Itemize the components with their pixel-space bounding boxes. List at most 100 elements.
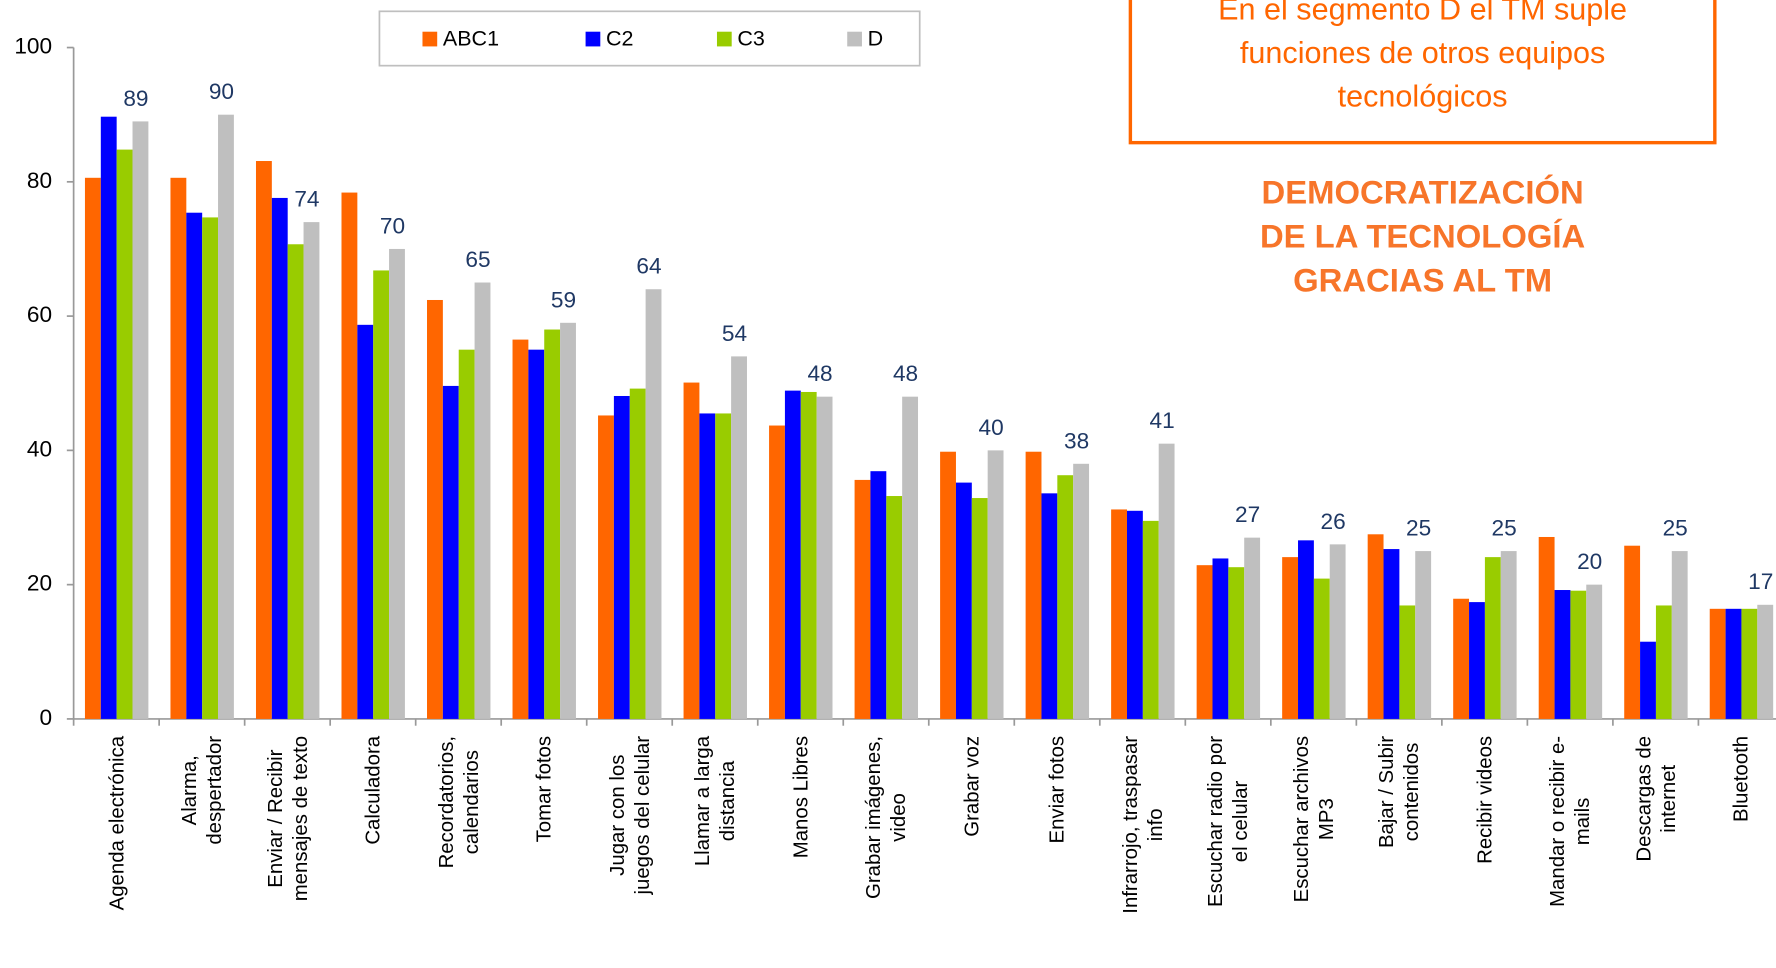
bar — [769, 425, 785, 719]
data-label: 38 — [1064, 428, 1089, 453]
data-label: 25 — [1663, 516, 1688, 541]
y-tick-label: 40 — [27, 436, 52, 461]
bar — [1142, 520, 1159, 719]
bar — [1298, 540, 1314, 719]
bar — [100, 116, 117, 719]
bar — [699, 413, 716, 719]
x-tick-label: Manos Libres — [789, 735, 812, 859]
x-tick-label: Recibir videos — [1473, 735, 1496, 864]
x-tick-label: Jugar con los juegos del celular — [605, 735, 654, 895]
data-label: 41 — [1150, 408, 1175, 433]
bar — [940, 451, 956, 719]
bar — [1399, 605, 1416, 719]
headline-text: GRACIAS AL TM — [1293, 262, 1552, 299]
data-label: 64 — [636, 254, 661, 279]
bar — [1469, 602, 1485, 719]
bar — [1586, 584, 1603, 719]
x-tick-label: Descargas de internet — [1631, 735, 1680, 862]
annotation-box — [1128, 0, 1717, 145]
bar — [1041, 493, 1058, 719]
x-tick-label: Enviar fotos — [1045, 735, 1069, 844]
bar — [512, 339, 529, 719]
bar — [287, 244, 304, 719]
bar — [870, 471, 887, 719]
data-label: 40 — [978, 415, 1003, 440]
legend-label: C3 — [737, 26, 765, 50]
bar — [186, 212, 203, 719]
bar — [560, 322, 576, 719]
data-label: 59 — [551, 287, 576, 312]
data-label: 48 — [893, 361, 918, 386]
bar — [1453, 598, 1470, 719]
bar — [1367, 534, 1384, 719]
bar — [1212, 558, 1229, 719]
x-tick-label: Recordatorios, calendarios — [434, 735, 483, 869]
bar — [1158, 443, 1175, 719]
bar — [389, 248, 405, 719]
bar — [1383, 549, 1400, 719]
bar — [474, 282, 491, 719]
bar — [255, 161, 272, 719]
x-tick-label: Grabar voz — [960, 735, 983, 837]
bar — [303, 222, 320, 719]
bar — [132, 121, 149, 719]
legend-swatch — [847, 31, 862, 47]
legend-swatch — [585, 31, 601, 47]
bar — [902, 396, 919, 719]
bar — [1282, 557, 1299, 719]
annotation-text: En el segmento D el TM suple — [1218, 0, 1627, 26]
bar — [800, 391, 817, 719]
bar — [1640, 641, 1656, 719]
bar — [458, 349, 475, 719]
x-tick-label: Calculadora — [361, 735, 385, 845]
x-tick-label: Infrarrojo, traspasar info — [1118, 735, 1167, 914]
legend-swatch — [716, 31, 732, 47]
bar — [427, 299, 443, 719]
bar — [1671, 551, 1688, 719]
bar — [218, 114, 234, 719]
bar — [1624, 545, 1641, 719]
bar — [1655, 605, 1672, 719]
x-tick-label: Agenda electrónica — [105, 735, 128, 911]
bar — [598, 415, 614, 719]
data-label: 25 — [1406, 516, 1431, 541]
bar — [1500, 551, 1517, 719]
headline-text: DEMOCRATIZACIÓN — [1261, 173, 1583, 210]
data-label: 65 — [465, 247, 490, 272]
bar — [1757, 604, 1774, 719]
data-label: 27 — [1235, 502, 1260, 527]
legend-label: D — [868, 26, 884, 50]
bar — [1538, 536, 1555, 719]
bar — [731, 356, 747, 719]
annotation-text: tecnológicos — [1338, 80, 1508, 114]
bar — [645, 289, 662, 719]
bar — [1313, 578, 1330, 719]
bar — [1741, 608, 1758, 719]
bar — [886, 496, 903, 719]
bar — [971, 498, 988, 719]
data-label: 70 — [380, 213, 405, 238]
annotation-text: funciones de otros equipos — [1240, 36, 1605, 70]
bar — [271, 197, 288, 719]
legend-label: C2 — [606, 26, 633, 50]
bar — [1228, 567, 1245, 719]
bar — [1570, 590, 1587, 719]
data-label: 26 — [1321, 509, 1346, 534]
bar — [1709, 608, 1726, 719]
bar — [816, 396, 833, 719]
data-label: 74 — [294, 187, 319, 212]
bar — [1244, 537, 1261, 719]
bar — [544, 329, 561, 719]
x-tick-label: Mandar o recibir e- mails — [1546, 735, 1594, 907]
bar — [170, 177, 187, 719]
bar — [613, 395, 630, 719]
legend-label: ABC1 — [443, 26, 499, 50]
bar — [1329, 544, 1346, 719]
bar — [1057, 475, 1074, 719]
data-label: 89 — [123, 86, 148, 111]
bar — [1073, 463, 1090, 719]
bar — [1554, 590, 1571, 719]
bar — [442, 385, 459, 719]
